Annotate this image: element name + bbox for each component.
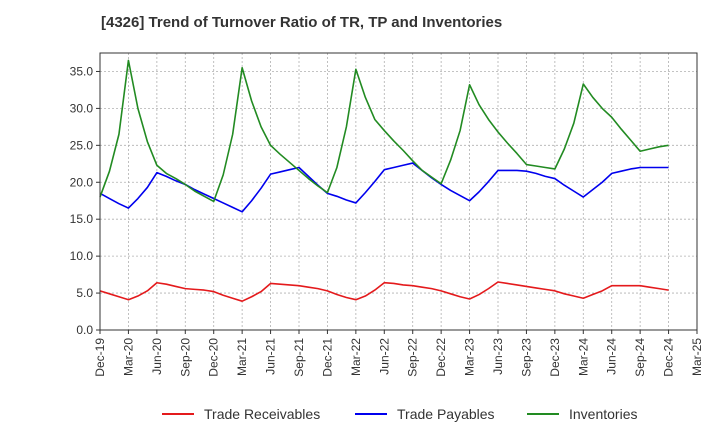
x-tick-label: Jun-23 [491, 338, 505, 375]
x-tick-label: Sep-22 [406, 338, 420, 377]
series-line [99, 162, 669, 213]
legend-label: Trade Receivables [204, 406, 320, 422]
x-tick-label: Dec-20 [207, 338, 221, 377]
x-tick-label: Jun-24 [605, 338, 619, 375]
x-tick-label: Sep-20 [178, 338, 192, 377]
series-line [99, 59, 669, 203]
y-tick-label: 35.0 [70, 64, 94, 78]
y-tick-label: 30.0 [70, 101, 94, 115]
x-tick-label: Jun-21 [264, 338, 278, 375]
x-tick-label: Mar-25 [690, 338, 704, 376]
x-tick-label: Sep-23 [519, 338, 533, 377]
chart-title: [4326] Trend of Turnover Ratio of TR, TP… [101, 14, 503, 31]
x-tick-label: Mar-23 [463, 338, 477, 376]
x-tick-label: Dec-23 [548, 338, 562, 377]
y-tick-label: 15.0 [70, 212, 94, 226]
plot-frame [99, 52, 698, 331]
y-tick-label: 10.0 [70, 249, 94, 263]
axes: 0.0 5.0 10.0 15.0 20.0 25.0 30.0 35.0 Dec-19 Mar-… [70, 64, 704, 376]
series-line [99, 281, 669, 302]
x-tick-label: Sep-24 [633, 338, 647, 377]
x-tick-label: Dec-21 [320, 338, 334, 377]
legend: Trade Receivables Trade Payables Inventori… [162, 406, 637, 422]
x-tick-label: Jun-20 [150, 338, 164, 375]
series-lines [99, 59, 669, 302]
x-tick-label: Sep-21 [292, 338, 306, 377]
y-tick-label: 5.0 [76, 286, 93, 300]
x-tick-label: Mar-24 [576, 338, 590, 376]
x-tick-label: Dec-24 [662, 338, 676, 377]
legend-label: Inventories [569, 406, 637, 422]
x-tick-label: Mar-20 [121, 338, 135, 376]
x-tick-label: Dec-22 [434, 338, 448, 377]
x-tick-label: Jun-22 [377, 338, 391, 375]
x-tick-label: Mar-21 [235, 338, 249, 376]
x-tick-label: Dec-19 [93, 338, 107, 377]
x-tick-label: Mar-22 [349, 338, 363, 376]
y-tick-label: 25.0 [70, 138, 94, 152]
y-tick-label: 0.0 [76, 323, 93, 337]
legend-label: Trade Payables [397, 406, 495, 422]
y-tick-label: 20.0 [70, 175, 94, 189]
